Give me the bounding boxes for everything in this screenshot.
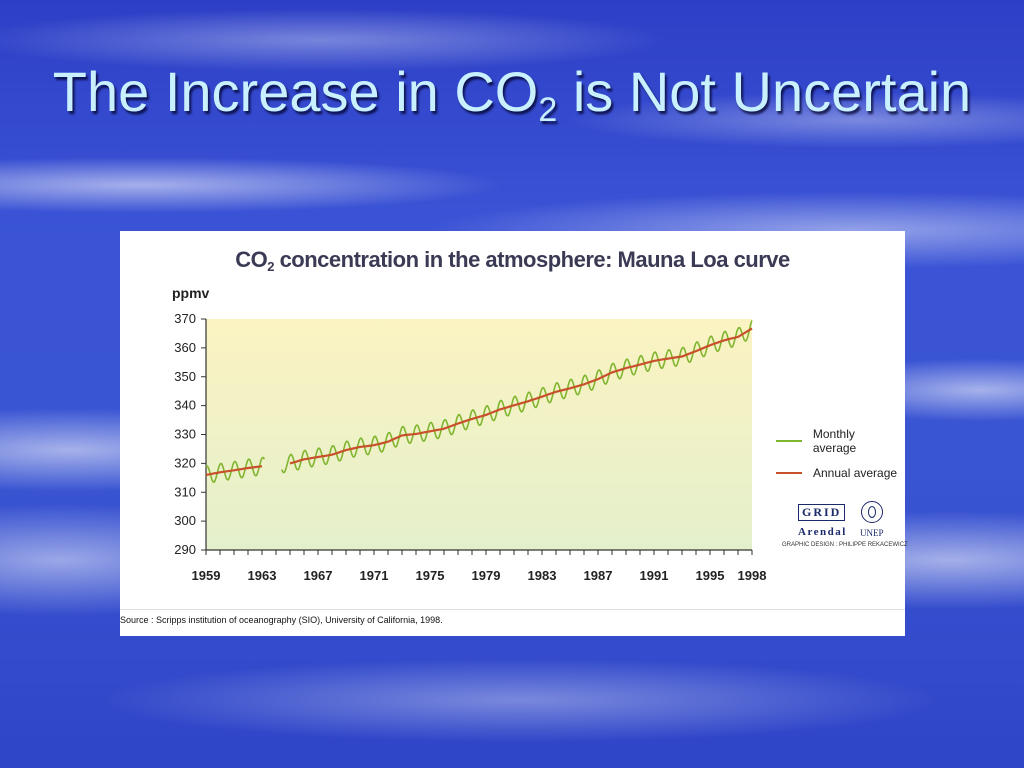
x-tick-label: 1991 <box>640 568 669 583</box>
chart-title: CO2 concentration in the atmosphere: Mau… <box>120 247 905 273</box>
source-bar <box>120 609 905 636</box>
x-tick-label: 1995 <box>696 568 725 583</box>
legend-swatch-annual <box>776 472 802 474</box>
chart-title-subscript: 2 <box>267 259 274 274</box>
chart-panel: CO2 concentration in the atmosphere: Mau… <box>120 231 908 636</box>
legend-label-monthly: Monthly average <box>812 427 857 455</box>
grid-logo-text: GRID <box>798 503 846 521</box>
y-tick-label: 350 <box>174 369 196 384</box>
x-tick-label: 1975 <box>416 568 445 583</box>
x-tick-label: 1987 <box>584 568 613 583</box>
x-tick-label: 1979 <box>472 568 501 583</box>
y-tick-label: 340 <box>174 398 196 413</box>
grid-logo: GRID <box>798 501 902 523</box>
series-annual-average <box>205 327 753 476</box>
x-tick-label: 1963 <box>248 568 277 583</box>
plot-background <box>206 319 752 550</box>
unep-emblem-icon <box>861 501 884 523</box>
y-axis-label: ppmv <box>172 285 210 301</box>
chart-title-rest: concentration in the atmosphere: Mauna L… <box>273 247 791 272</box>
legend-swatch-monthly <box>776 440 802 442</box>
x-tick-label: 1959 <box>192 568 221 583</box>
y-tick-label: 290 <box>174 542 196 557</box>
title-main: The Increase in CO <box>52 60 539 123</box>
chart-plot: 370 360 350 340 330 320 310 300 290 1959 1963 1967 1… <box>174 311 767 583</box>
title-subscript: 2 <box>538 91 558 129</box>
slide-title: The Increase in CO2 is Not Uncertain <box>0 60 1024 127</box>
x-tick-label: 1998 <box>738 568 767 583</box>
arendal-logo-text: Arendal <box>798 526 847 538</box>
source-note: Source : Scripps institution of oceanogr… <box>120 615 443 625</box>
legend-item-monthly: Monthly average <box>776 425 901 457</box>
series-monthly-average <box>205 320 753 483</box>
y-tick-label: 330 <box>174 427 196 442</box>
x-tick-label: 1967 <box>304 568 333 583</box>
chart-title-main: CO <box>235 247 268 272</box>
y-tick-label: 300 <box>174 513 196 528</box>
y-tick-label: 320 <box>174 455 196 470</box>
title-rest: is Not Uncertain <box>557 60 972 123</box>
graphic-design-credit: GRAPHIC DESIGN : PHILIPPE REKACEWICZ <box>782 542 908 548</box>
chart-legend: Monthly average Annual average <box>776 425 901 489</box>
y-tick-label: 310 <box>174 484 196 499</box>
legend-label-annual: Annual average <box>813 466 898 480</box>
legend-item-annual: Annual average <box>776 457 901 489</box>
y-tick-label: 370 <box>174 311 196 326</box>
y-tick-label: 360 <box>174 340 196 355</box>
x-tick-label: 1983 <box>528 568 557 583</box>
unep-logo-text: UNEP <box>860 528 884 538</box>
grid-arendal-unep-logo: GRID Arendal UNEP <box>798 501 902 538</box>
x-tick-label: 1971 <box>360 568 389 583</box>
